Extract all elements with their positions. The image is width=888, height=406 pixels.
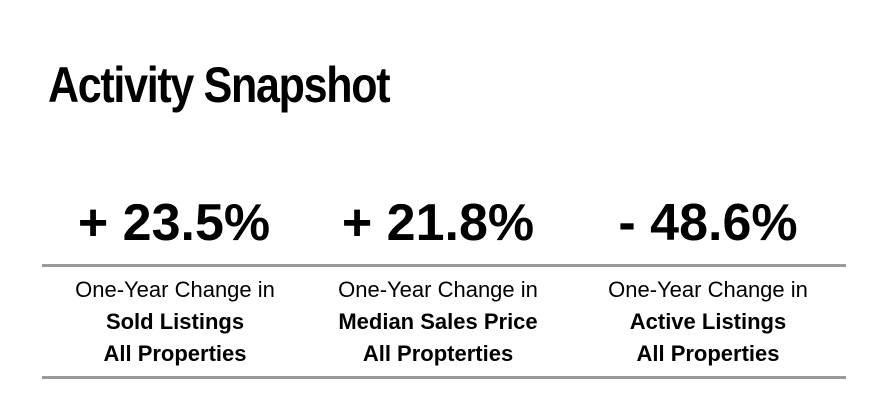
median-sales-price-metric: Median Sales Price: [338, 309, 538, 334]
median-sales-price-change-value: + 21.8%: [341, 194, 535, 252]
sold-listings-change-value: + 23.5%: [77, 194, 271, 252]
top-divider: [42, 264, 846, 267]
active-listings-change-value: - 48.6%: [618, 194, 798, 252]
median-sales-price-caption: One-Year Change in: [338, 277, 538, 302]
bottom-divider: [42, 376, 846, 379]
sold-listings-description: One-Year Change in Sold Listings All Pro…: [41, 274, 309, 370]
sold-listings-metric: Sold Listings: [105, 309, 245, 334]
sold-listings-scope: All Properties: [103, 341, 247, 366]
active-listings-scope: All Properties: [636, 341, 780, 366]
active-listings-caption: One-Year Change in: [608, 277, 808, 302]
page-title: Activity Snapshot: [48, 57, 391, 113]
sold-listings-caption: One-Year Change in: [75, 277, 275, 302]
median-sales-price-scope: All Propterties: [362, 341, 514, 366]
active-listings-description: One-Year Change in Active Listings All P…: [574, 274, 842, 370]
active-listings-metric: Active Listings: [629, 309, 787, 334]
median-sales-price-description: One-Year Change in Median Sales Price Al…: [304, 274, 572, 370]
